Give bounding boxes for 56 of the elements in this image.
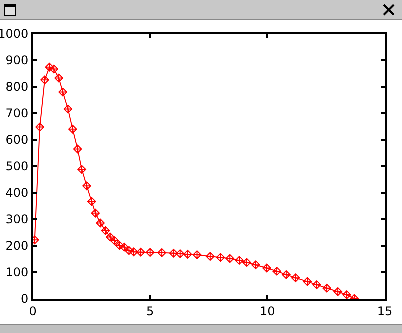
x-tick-label: 10	[260, 304, 276, 318]
point	[252, 260, 260, 270]
point	[130, 248, 138, 256]
y-tick-label: 400	[6, 186, 29, 200]
point	[136, 248, 146, 257]
point	[206, 252, 215, 261]
y-tick-label: 500	[6, 160, 29, 174]
point	[73, 144, 82, 154]
point	[54, 74, 64, 83]
point	[146, 248, 155, 258]
y-tick-label: 0	[20, 292, 29, 306]
point	[115, 241, 124, 250]
point	[40, 76, 50, 85]
point	[50, 64, 59, 74]
point	[291, 274, 300, 282]
point	[106, 232, 115, 242]
y-tick-label: 100	[6, 266, 29, 280]
point	[303, 277, 312, 286]
point	[78, 165, 86, 174]
point	[242, 258, 252, 268]
point	[68, 125, 78, 134]
point	[216, 253, 226, 262]
point	[235, 256, 244, 265]
point	[91, 209, 100, 218]
y-tick-label: 600	[6, 133, 29, 148]
point	[342, 290, 352, 299]
point	[334, 287, 342, 296]
point	[45, 62, 54, 72]
point	[282, 270, 291, 280]
point	[262, 264, 272, 273]
point	[110, 236, 120, 246]
point	[120, 242, 129, 252]
x-tick-label: 15	[377, 304, 393, 318]
point	[64, 104, 73, 114]
point	[226, 254, 235, 264]
y-tick-label: 800	[6, 80, 29, 94]
point	[322, 284, 332, 293]
point	[124, 246, 134, 256]
point	[158, 248, 166, 258]
point	[169, 249, 178, 258]
y-tick-label: 700	[6, 106, 29, 121]
point	[176, 250, 185, 258]
point	[88, 197, 96, 206]
y-tick-label: 300	[6, 212, 29, 227]
y-tick-label: 200	[6, 239, 29, 254]
point	[96, 218, 105, 228]
point	[101, 226, 110, 236]
point	[192, 250, 202, 260]
point	[58, 88, 68, 97]
point	[82, 182, 92, 191]
point	[272, 267, 282, 276]
point	[312, 280, 322, 290]
y-tick-label: 900	[6, 54, 29, 68]
x-tick-label: 5	[146, 304, 154, 318]
point	[183, 250, 192, 259]
point	[36, 122, 44, 132]
